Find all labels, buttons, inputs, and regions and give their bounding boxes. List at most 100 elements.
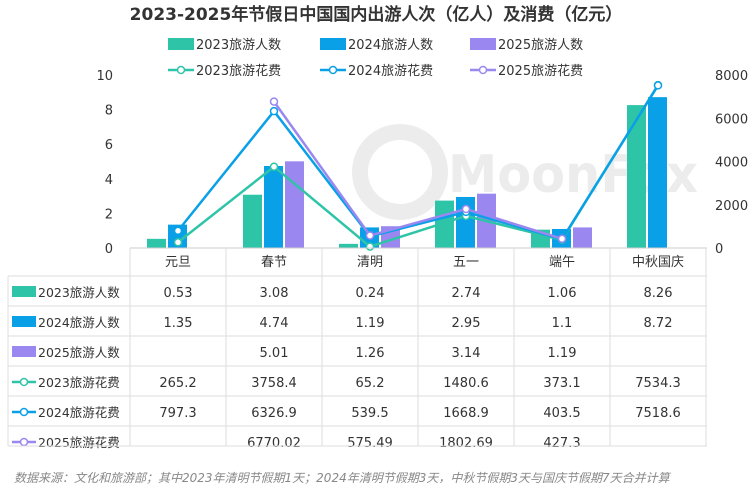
chart-title: 2023-2025年节假日中国国内出游人次（亿人）及消费（亿元） [130,4,623,25]
table-cell: 0.53 [164,286,193,301]
source-note: 数据来源：文化和旅游部；其中2023年清明节假期1天；2024年清明节假期3天，… [14,471,670,485]
left-axis-tick: 2 [105,207,113,222]
table-cell: 265.2 [159,376,196,391]
table-cell: 403.5 [543,406,580,421]
line-point [173,238,183,247]
line-point [269,106,279,116]
legend-marker [176,65,186,75]
table-cell: 575.49 [347,436,393,451]
category-label: 端午 [549,255,575,270]
table-row-label: 2025旅游人数 [38,345,120,360]
legend-label: 2024旅游人数 [348,38,433,53]
line-point [365,231,375,240]
legend-swatch-bar [168,38,194,50]
bar-2024旅游人数 [456,196,475,248]
line-point [173,226,183,236]
legend-label: 2025旅游人数 [498,38,583,53]
table-cell: 373.1 [543,376,580,391]
table-cell: 6326.9 [251,406,297,421]
legend-label: 2024旅游花费 [348,63,433,79]
bar-2023旅游人数 [243,194,262,248]
table-cell: 5.01 [260,346,289,361]
table-cell: 1668.9 [443,406,489,421]
bar-2024旅游人数 [264,165,283,248]
category-label: 清明 [357,255,383,270]
table-cell: 65.2 [356,376,385,391]
line-2025旅游花费 [272,100,563,240]
table-legend-bar [12,346,36,357]
table-legend-bar [12,286,36,297]
table-cell: 7534.3 [635,376,681,391]
line-point [461,204,471,214]
bar-2023旅游人数 [627,105,646,249]
table-cell: 1.19 [356,316,385,331]
right-axis-tick: 4000 [715,156,748,171]
line-2024旅游花费 [177,84,660,241]
category-label: 元旦 [165,255,191,270]
table-legend-bar [12,316,36,327]
line-point [557,234,567,244]
table-cell: 7518.6 [635,406,681,421]
table-cell: 427.3 [543,436,580,451]
table-cell: 1802.69 [439,436,493,451]
table-cell: 3.14 [452,346,481,361]
table-cell: 1.19 [548,346,577,361]
table-cell: 797.3 [159,406,196,421]
category-label: 五一 [453,255,479,270]
line-point [365,242,375,251]
left-axis-tick: 8 [105,104,113,119]
table-cell: 2.95 [452,316,481,331]
line-point [653,81,663,90]
right-axis-tick: 0 [715,242,723,257]
bar-2024旅游人数 [168,224,187,248]
table-row-label: 2025旅游花费 [38,435,120,450]
right-axis-tick: 6000 [715,112,748,127]
table-cell: 1480.6 [443,376,489,391]
legend-marker [478,65,488,75]
table-cell: 1.06 [548,286,577,301]
table-cell: 6770.02 [247,436,301,451]
table-legend-marker [19,377,29,387]
right-axis-tick: 2000 [715,199,748,214]
table-cell: 2.74 [452,286,481,301]
left-axis-tick: 4 [105,173,113,188]
table-row-label: 2024旅游花费 [38,405,120,420]
table-cell: 8.26 [644,286,673,301]
legend-label: 2023旅游花费 [196,63,281,79]
line-point [269,97,279,106]
table-cell: 539.5 [351,406,388,421]
table-cell: 3758.4 [251,376,297,391]
table-cell: 8.72 [644,316,673,331]
legend-label: 2025旅游花费 [498,63,583,79]
legend-label: 2023旅游人数 [196,38,281,53]
bar-2025旅游人数 [285,161,304,248]
watermark-logo [352,124,448,220]
left-axis-tick: 0 [105,242,113,257]
table-cell: 1.35 [164,316,193,331]
table-cell: 1.1 [552,316,573,331]
table-legend-marker [19,407,29,417]
bar-2023旅游人数 [339,243,358,248]
table-row-label: 2023旅游花费 [38,375,120,390]
legend-swatch-bar [320,38,346,50]
left-axis-tick: 10 [96,69,113,84]
legend-swatch-bar [470,38,496,50]
table-legend-marker [19,437,29,447]
category-label: 中秋国庆 [632,255,684,270]
left-axis-tick: 6 [105,138,113,153]
table-row-label: 2023旅游人数 [38,285,120,300]
table-cell: 1.26 [356,346,385,361]
category-label: 春节 [261,255,287,270]
bar-2024旅游人数 [648,97,667,248]
right-axis-tick: 8000 [715,69,748,84]
table-cell: 0.24 [356,286,385,301]
table-cell: 4.74 [260,316,289,331]
table-row-label: 2024旅游人数 [38,315,120,330]
legend-marker [328,65,338,75]
line-point [269,162,279,171]
bar-2023旅游人数 [147,238,166,248]
table-cell: 3.08 [260,286,289,301]
bar-2025旅游人数 [573,227,592,248]
